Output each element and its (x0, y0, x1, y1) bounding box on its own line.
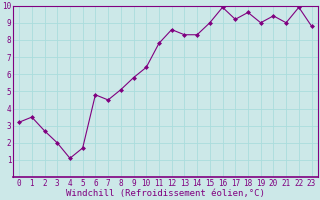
X-axis label: Windchill (Refroidissement éolien,°C): Windchill (Refroidissement éolien,°C) (66, 189, 265, 198)
